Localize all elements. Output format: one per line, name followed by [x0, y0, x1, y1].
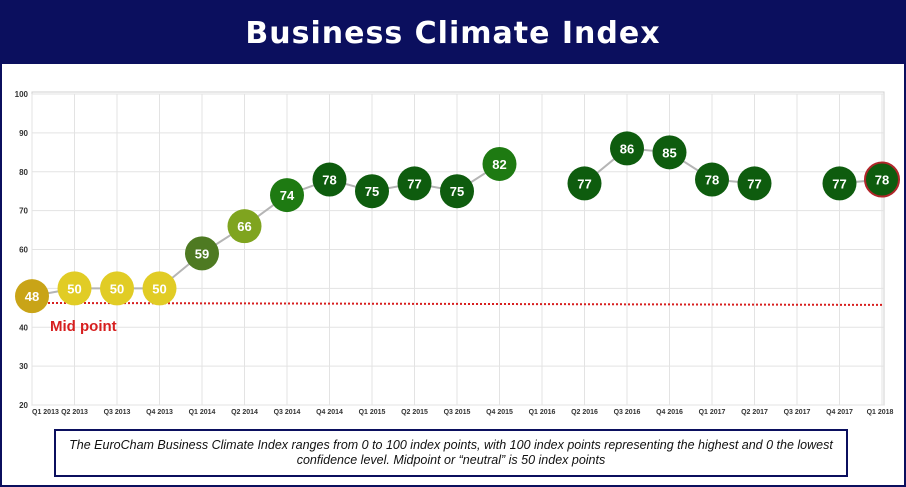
data-point-label: 48 [25, 289, 39, 304]
x-tick-label: Q3 2016 [614, 409, 641, 416]
index-description-text: The EuroCham Business Climate Index rang… [69, 438, 833, 467]
data-point-label: 77 [577, 176, 591, 191]
data-point-marker [397, 166, 432, 201]
data-point-marker [142, 271, 177, 306]
x-tick-label: Q3 2017 [784, 409, 811, 416]
data-point-marker [312, 162, 347, 197]
x-tick-label: Q1 2017 [699, 409, 726, 416]
index-description: The EuroCham Business Climate Index rang… [54, 429, 848, 477]
data-point-label: 59 [195, 246, 209, 261]
x-tick-label: Q1 2014 [189, 409, 216, 416]
data-point-marker [15, 279, 49, 314]
y-tick-label: 100 [15, 90, 29, 99]
y-tick-label: 30 [19, 362, 28, 371]
grid-lines [31, 91, 885, 406]
data-point-label: 50 [67, 281, 81, 296]
data-point-marker [695, 162, 729, 197]
x-tick-label: Q3 2014 [274, 409, 301, 416]
x-tick-label: Q3 2013 [104, 409, 131, 416]
page-title: Business Climate Index [245, 15, 661, 51]
data-point-marker [185, 236, 219, 271]
x-tick-label: Q3 2015 [444, 409, 471, 416]
data-point-label: 75 [365, 184, 379, 199]
x-tick-label: Q2 2014 [231, 409, 258, 416]
data-point-label: 82 [492, 157, 506, 172]
y-tick-label: 90 [19, 129, 28, 138]
x-tick-label: Q1 2018 [867, 409, 894, 416]
x-tick-label: Q1 2015 [359, 409, 386, 416]
y-tick-label: 20 [19, 401, 28, 410]
x-tick-label: Q4 2014 [316, 409, 343, 416]
midpoint-reference: Mid point [31, 301, 885, 335]
x-tick-label: Q4 2015 [486, 409, 513, 416]
data-point-marker [822, 166, 857, 201]
x-tick-label: Q4 2016 [656, 409, 683, 416]
data-point-label: 77 [832, 176, 846, 191]
data-point-marker [610, 131, 644, 166]
data-point-label: 78 [705, 173, 719, 188]
y-tick-label: 80 [19, 168, 28, 177]
data-point-marker [57, 271, 92, 306]
midpoint-label: Mid point [50, 318, 117, 335]
x-tick-label: Q1 2013 [32, 409, 59, 416]
data-point-marker [440, 174, 474, 209]
y-tick-label: 60 [19, 246, 28, 255]
data-point-label: 75 [450, 184, 464, 199]
data-point-label: 78 [322, 173, 336, 188]
y-tick-label: 40 [19, 323, 28, 332]
x-tick-label: Q2 2013 [61, 409, 88, 416]
data-point-marker [567, 166, 602, 201]
x-tick-label: Q2 2015 [401, 409, 428, 416]
x-tick-label: Q4 2017 [826, 409, 853, 416]
data-point-label: 50 [152, 281, 166, 296]
data-point-label: 50 [110, 281, 124, 296]
data-point-label: 85 [662, 145, 676, 160]
data-point-label: 77 [747, 176, 761, 191]
x-tick-label: Q2 2017 [741, 409, 768, 416]
y-tick-label: 70 [19, 207, 28, 216]
x-tick-label: Q4 2013 [146, 409, 173, 416]
data-point-marker [355, 174, 389, 209]
data-point-label: 86 [620, 141, 634, 156]
data-point-marker [270, 178, 304, 213]
data-point-marker [864, 161, 900, 198]
data-point-marker [227, 209, 262, 244]
data-point-label: 77 [407, 176, 421, 191]
data-point-label: 74 [280, 188, 295, 203]
x-tick-label: Q1 2016 [529, 409, 556, 416]
data-point-label: 78 [875, 173, 889, 188]
title-banner: Business Climate Index [2, 2, 904, 64]
data-point-label: 66 [237, 219, 251, 234]
series-markers: 48 50 50 50 59 66 74 78 75 77 75 82 77 86 85 78 77 77 78 [15, 131, 900, 314]
data-point-marker [100, 271, 134, 306]
data-point-marker [482, 146, 517, 181]
x-tick-label: Q2 2016 [571, 409, 598, 416]
data-point-marker [652, 135, 687, 170]
data-point-marker [737, 166, 772, 201]
